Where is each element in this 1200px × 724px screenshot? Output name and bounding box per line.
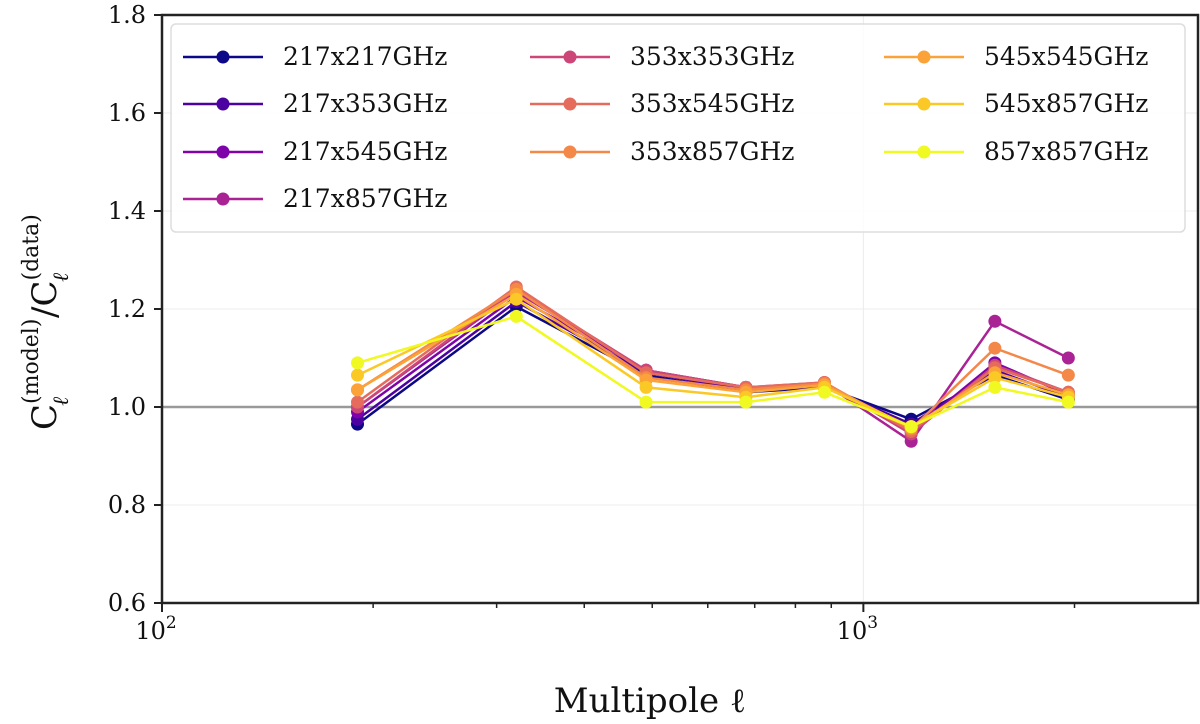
data-point-857x857GHz-320 bbox=[509, 309, 523, 323]
legend-item-545x545GHz: 545x545GHz bbox=[884, 42, 1148, 71]
series-line-353x857GHz bbox=[356, 287, 1069, 431]
legend-label-353x857GHz: 353x857GHz bbox=[630, 137, 794, 166]
legend-item-353x545GHz: 353x545GHz bbox=[530, 89, 794, 118]
series-line-217x353GHz bbox=[356, 300, 1069, 426]
legend-item-545x857GHz: 545x857GHz bbox=[884, 89, 1148, 118]
data-point-857x857GHz-880 bbox=[817, 385, 831, 399]
data-point-545x857GHz-490 bbox=[639, 380, 653, 394]
x-tick-label-100: 102 bbox=[135, 613, 176, 645]
legend-label-217x217GHz: 217x217GHz bbox=[283, 42, 447, 71]
data-point-857x857GHz-1170 bbox=[904, 420, 918, 434]
y-title-base-model: C bbox=[25, 404, 65, 430]
series-217x217GHz bbox=[351, 300, 1075, 431]
data-point-857x857GHz-1960 bbox=[1061, 395, 1075, 409]
legend-label-217x545GHz: 217x545GHz bbox=[283, 137, 447, 166]
legend: 217x217GHz 217x353GHz 217x545GHz 217x857GHz… bbox=[170, 23, 1186, 233]
svg-text:ℓ: ℓ bbox=[49, 396, 74, 406]
data-point-857x857GHz-490 bbox=[639, 395, 653, 409]
legend-item-353x857GHz: 353x857GHz bbox=[530, 137, 794, 166]
y-tick-label-1.0: 1.0 bbox=[108, 393, 146, 421]
legend-marker-857x857GHz bbox=[917, 145, 931, 159]
legend-item-857x857GHz: 857x857GHz bbox=[884, 137, 1148, 166]
legend-box bbox=[170, 23, 1186, 233]
legend-label-353x545GHz: 353x545GHz bbox=[630, 89, 794, 118]
legend-item-217x857GHz: 217x857GHz bbox=[183, 184, 447, 213]
series-line-857x857GHz bbox=[357, 315, 1069, 428]
series-line-545x857GHz bbox=[356, 297, 1069, 429]
y-tick-label-1.4: 1.4 bbox=[108, 197, 146, 225]
legend-marker-545x857GHz bbox=[917, 97, 931, 111]
legend-item-353x353GHz: 353x353GHz bbox=[530, 42, 794, 71]
legend-label-857x857GHz: 857x857GHz bbox=[984, 137, 1148, 166]
y-title-sub-data: ℓ bbox=[49, 272, 74, 282]
series-line-353x545GHz bbox=[356, 285, 1069, 433]
legend-item-217x353GHz: 217x353GHz bbox=[183, 89, 447, 118]
legend-marker-217x545GHz bbox=[216, 145, 230, 159]
data-point-857x857GHz-190 bbox=[351, 356, 365, 370]
y-title-sup-model: (model) bbox=[19, 319, 44, 404]
data-point-353x857GHz-1960 bbox=[1061, 368, 1075, 382]
ticks: 0.6 0.8 1.0 1.2 1.4 1.6 1.8 102 103 bbox=[108, 1, 1076, 645]
legend-item-217x545GHz: 217x545GHz bbox=[183, 137, 447, 166]
series-353x857GHz bbox=[351, 282, 1075, 436]
data-point-545x857GHz-190 bbox=[351, 368, 365, 382]
legend-marker-353x857GHz bbox=[563, 145, 577, 159]
legend-label-545x857GHz: 545x857GHz bbox=[984, 89, 1148, 118]
legend-item-217x217GHz: 217x217GHz bbox=[183, 42, 447, 71]
series-217x857GHz bbox=[351, 285, 1075, 448]
series-layer bbox=[351, 280, 1075, 448]
series-line-217x857GHz bbox=[356, 290, 1069, 444]
data-point-545x857GHz-1540 bbox=[988, 371, 1002, 385]
series-line-545x545GHz bbox=[356, 292, 1069, 430]
y-title-sub-model: ℓ bbox=[49, 396, 74, 406]
legend-label-217x857GHz: 217x857GHz bbox=[283, 184, 447, 213]
y-tick-label-0.6: 0.6 bbox=[108, 589, 146, 617]
legend-label-217x353GHz: 217x353GHz bbox=[283, 89, 447, 118]
y-tick-label-0.8: 0.8 bbox=[108, 491, 146, 519]
data-point-545x545GHz-190 bbox=[351, 383, 365, 397]
legend-marker-217x353GHz bbox=[216, 97, 230, 111]
x-tick-label-1000: 103 bbox=[837, 613, 878, 645]
legend-marker-217x217GHz bbox=[216, 50, 230, 64]
svg-text:/C(data): /C(data) bbox=[19, 214, 65, 318]
data-point-353x857GHz-1540 bbox=[988, 341, 1002, 355]
data-point-353x545GHz-190 bbox=[351, 395, 365, 409]
series-line-217x545GHz bbox=[356, 295, 1069, 433]
data-point-545x857GHz-320 bbox=[509, 292, 523, 306]
legend-marker-545x545GHz bbox=[917, 50, 931, 64]
legend-label-545x545GHz: 545x545GHz bbox=[984, 42, 1148, 71]
data-point-857x857GHz-1540 bbox=[988, 380, 1002, 394]
series-line-353x353GHz bbox=[356, 287, 1069, 436]
y-axis-title: C(model) ℓ /C(data) ℓ bbox=[19, 214, 74, 430]
y-tick-label-1.8: 1.8 bbox=[108, 1, 146, 29]
y-title-sup-data: (data) bbox=[19, 214, 44, 280]
svg-text:ℓ: ℓ bbox=[49, 272, 74, 282]
y-tick-label-1.6: 1.6 bbox=[108, 99, 146, 127]
data-point-217x857GHz-1960 bbox=[1061, 351, 1075, 365]
series-857x857GHz bbox=[351, 309, 1075, 434]
y-tick-label-1.2: 1.2 bbox=[108, 295, 146, 323]
legend-marker-353x545GHz bbox=[563, 97, 577, 111]
svg-text:C(model): C(model) bbox=[19, 319, 65, 430]
x-axis-title: Multipole ℓ bbox=[554, 681, 746, 721]
data-point-857x857GHz-680 bbox=[739, 395, 753, 409]
legend-marker-353x353GHz bbox=[563, 50, 577, 64]
data-point-217x857GHz-1540 bbox=[988, 314, 1002, 328]
legend-label-353x353GHz: 353x353GHz bbox=[630, 42, 794, 71]
y-title-base-data: C bbox=[25, 281, 65, 307]
legend-marker-217x857GHz bbox=[216, 192, 230, 206]
series-353x545GHz bbox=[351, 280, 1075, 438]
